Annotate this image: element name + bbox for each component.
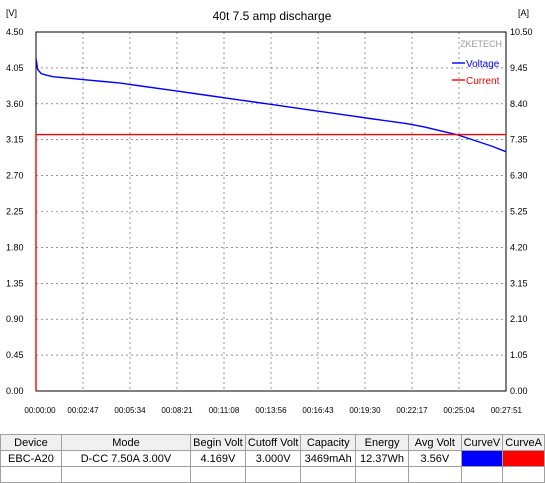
y-right-tick-label: 3.15: [510, 278, 528, 288]
y-left-tick-label: 0.00: [6, 386, 24, 396]
y-right-tick-label: 4.20: [510, 242, 528, 252]
cell-energy: 12.37Wh: [354, 450, 410, 467]
x-tick-label: 00:05:34: [114, 406, 146, 415]
cell-device: EBC-A20: [0, 450, 62, 467]
x-tick-label: 00:22:17: [396, 406, 428, 415]
cell-capacity: 3469mAh: [300, 450, 356, 467]
x-tick-label: 00:25:04: [443, 406, 475, 415]
right-axis-unit: [A]: [518, 8, 529, 18]
y-right-tick-label: 6.30: [510, 171, 528, 181]
x-tick-labels: 00:00:00 00:02:47 00:05:34 00:08:21 00:11:08…: [24, 406, 522, 415]
col-header-mode: Mode: [60, 434, 191, 451]
y-right-tick-label: 2.10: [510, 314, 528, 324]
x-tick-label: 00:08:21: [161, 406, 193, 415]
x-tick-label: 00:19:30: [349, 406, 381, 415]
x-tick-label: 00:11:08: [209, 406, 240, 415]
y-left-tick-label: 0.45: [6, 350, 24, 360]
table-header-row: Device Mode Begin Volt Cutoff Volt Capac…: [0, 434, 545, 451]
cell-begin-volt: 4.169V: [189, 450, 246, 467]
col-header-cutoff-volt: Cutoff Volt: [244, 434, 302, 451]
col-header-energy: Energy: [354, 434, 410, 451]
y-right-tick-label: 5.25: [510, 207, 528, 217]
watermark: ZKETECH: [460, 39, 502, 49]
x-tick-label: 00:16:43: [302, 406, 334, 415]
col-header-curve-a: CurveA: [502, 434, 545, 451]
col-header-begin-volt: Begin Volt: [189, 434, 246, 451]
curve-a-color-swatch[interactable]: [502, 450, 545, 467]
series-line-current: [35, 133, 506, 391]
legend-voltage-label: Voltage: [466, 59, 500, 70]
cell-avg-volt: 3.56V: [408, 450, 462, 467]
grid-lines: [36, 32, 506, 391]
left-y-tick-labels: 4.50 4.05 3.60 3.15 2.70 2.25 1.80 1.35 0.90 0.45…: [6, 27, 24, 396]
series-lines: [35, 58, 507, 391]
cell-mode: D-CC 7.50A 3.00V: [60, 450, 191, 467]
col-header-avg-volt: Avg Volt: [408, 434, 462, 451]
y-right-tick-label: 9.45: [510, 63, 528, 73]
x-tick-label: 00:27:51: [491, 406, 523, 415]
legend: Voltage Current: [452, 59, 500, 87]
x-tick-label: 00:02:47: [67, 406, 99, 415]
y-left-tick-label: 4.05: [6, 63, 24, 73]
results-table: Device Mode Begin Volt Cutoff Volt Capac…: [0, 434, 545, 483]
y-right-tick-label: 0.00: [510, 386, 528, 396]
y-left-tick-label: 4.50: [6, 27, 24, 37]
y-right-tick-label: 8.40: [510, 99, 528, 109]
series-line-voltage: [35, 58, 507, 153]
col-header-capacity: Capacity: [300, 434, 356, 451]
y-left-tick-label: 0.90: [6, 314, 24, 324]
table-row[interactable]: EBC-A20 D-CC 7.50A 3.00V 4.169V 3.000V 3…: [0, 450, 545, 467]
right-y-tick-labels: 10.50 9.45 8.40 7.35 6.30 5.25 4.20 3.15 2.10 1.0…: [510, 27, 533, 396]
y-left-tick-label: 3.15: [6, 135, 24, 145]
y-right-tick-label: 1.05: [510, 350, 528, 360]
y-left-tick-label: 1.35: [6, 278, 24, 288]
y-left-tick-label: 1.80: [6, 242, 24, 252]
x-tick-label: 00:00:00: [24, 406, 56, 415]
col-header-device: Device: [0, 434, 62, 451]
col-header-curve-v: CurveV: [460, 434, 504, 451]
legend-current-label: Current: [466, 76, 500, 87]
left-axis-unit: [V]: [6, 8, 17, 18]
table-row-empty: [0, 466, 545, 483]
x-tick-label: 00:13:56: [255, 406, 287, 415]
y-right-tick-label: 7.35: [510, 135, 528, 145]
y-right-tick-label: 10.50: [510, 27, 533, 37]
discharge-chart: 40t 7.5 amp discharge [V] [A] 4.50 4.05 3.…: [6, 8, 533, 415]
y-left-tick-label: 3.60: [6, 99, 24, 109]
y-left-tick-label: 2.70: [6, 171, 24, 181]
cell-cutoff-volt: 3.000V: [244, 450, 302, 467]
curve-v-color-swatch[interactable]: [460, 450, 504, 467]
y-left-tick-label: 2.25: [6, 207, 24, 217]
chart-title: 40t 7.5 amp discharge: [213, 9, 332, 23]
